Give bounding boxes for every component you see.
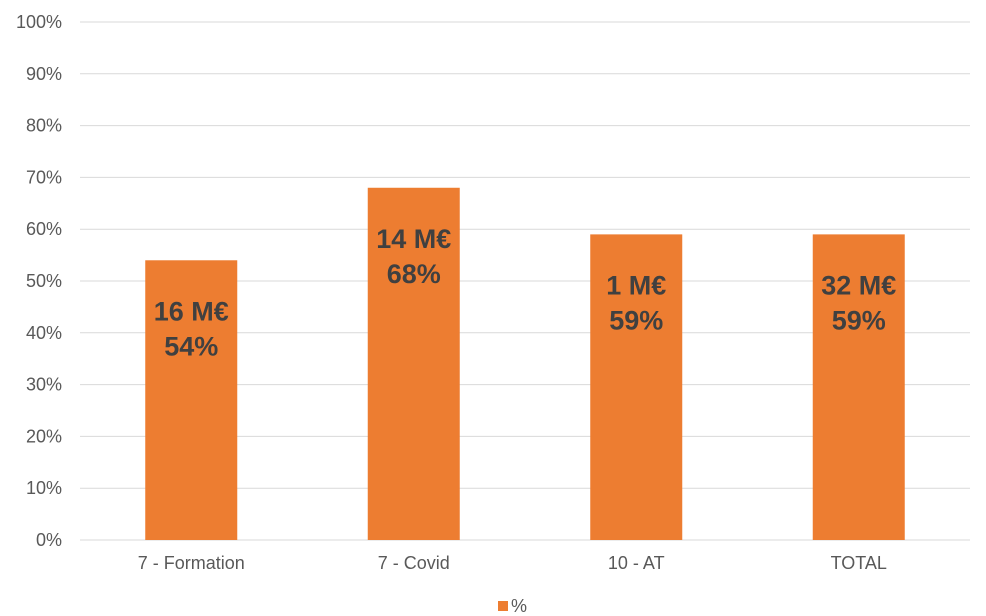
- bar: [812, 234, 905, 540]
- y-tick-label: 40%: [26, 323, 62, 343]
- data-label-percent: 68%: [387, 259, 441, 289]
- legend-label: %: [511, 596, 527, 616]
- y-tick-label: 70%: [26, 167, 62, 187]
- y-tick-label: 20%: [26, 426, 62, 446]
- x-tick-label: 10 - AT: [608, 553, 665, 573]
- bar: [590, 234, 683, 540]
- x-tick-label: 7 - Formation: [138, 553, 245, 573]
- legend-swatch: [498, 601, 508, 611]
- bar: [367, 187, 460, 540]
- x-tick-label: TOTAL: [831, 553, 887, 573]
- legend: %: [498, 596, 527, 616]
- y-tick-label: 0%: [36, 530, 62, 550]
- data-label-amount: 14 M€: [376, 224, 451, 254]
- data-label-amount: 16 M€: [154, 296, 229, 326]
- y-tick-label: 80%: [26, 116, 62, 136]
- y-tick-label: 10%: [26, 478, 62, 498]
- y-tick-label: 60%: [26, 219, 62, 239]
- y-tick-label: 90%: [26, 64, 62, 84]
- y-tick-label: 50%: [26, 271, 62, 291]
- y-axis-ticks: 0% 10% 20% 30% 40% 50% 60% 70% 80% 90% 100%: [16, 12, 62, 550]
- data-label-percent: 59%: [832, 305, 886, 335]
- y-tick-label: 100%: [16, 12, 62, 32]
- data-label-percent: 59%: [609, 305, 663, 335]
- data-labels: 16 M€ 54% 14 M€ 68% 1 M€ 59% 32 M€ 59%: [154, 224, 897, 362]
- bar: [145, 260, 238, 540]
- bars: [145, 187, 905, 540]
- x-tick-label: 7 - Covid: [378, 553, 450, 573]
- data-label-percent: 54%: [164, 331, 218, 361]
- y-tick-label: 30%: [26, 375, 62, 395]
- data-label-amount: 32 M€: [821, 270, 896, 300]
- x-axis-labels: 7 - Formation 7 - Covid 10 - AT TOTAL: [138, 553, 887, 573]
- data-label-amount: 1 M€: [606, 270, 666, 300]
